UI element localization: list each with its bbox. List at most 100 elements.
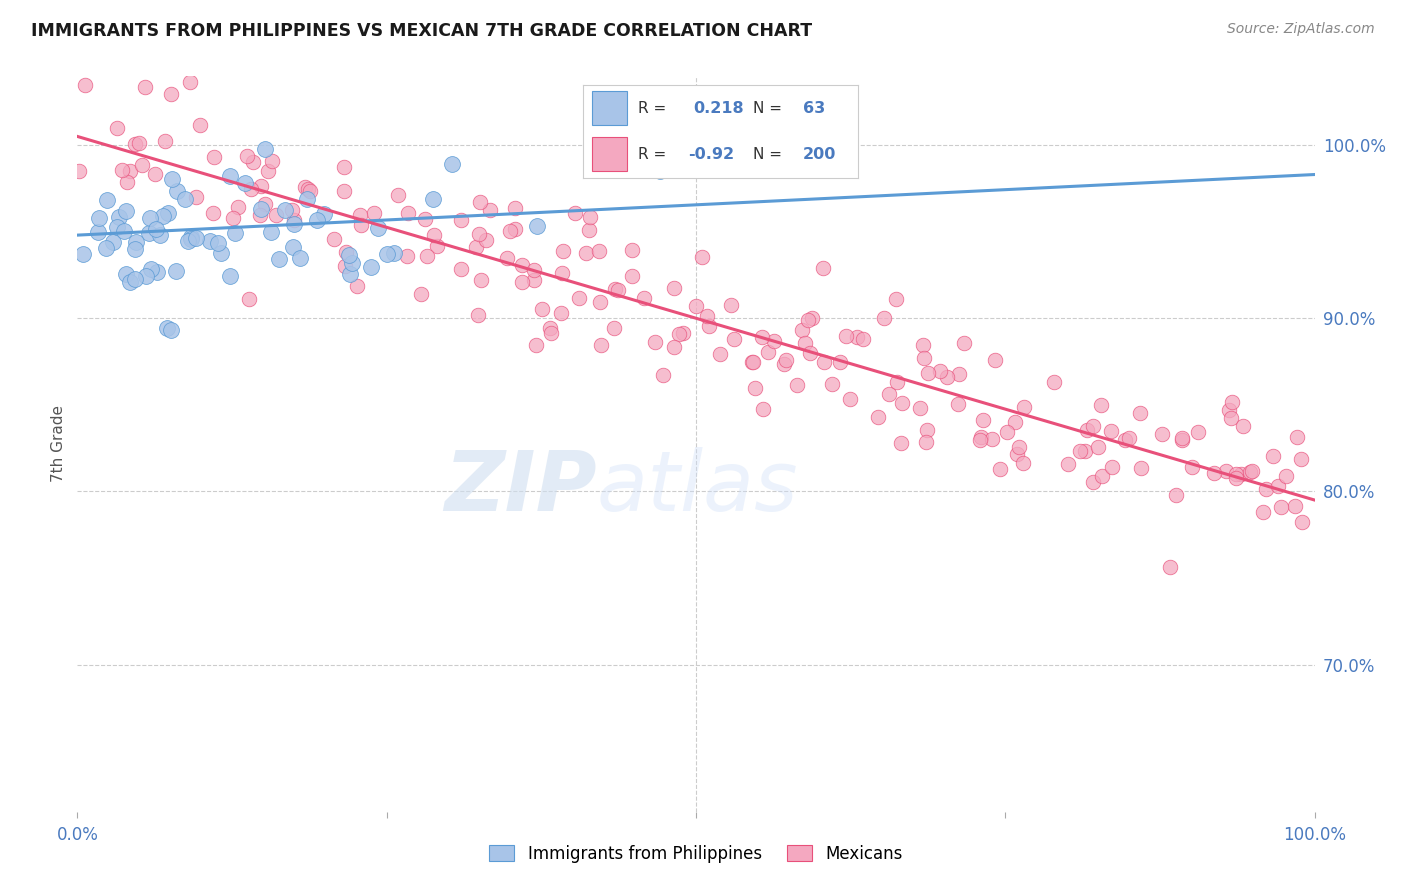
Text: atlas: atlas <box>598 448 799 528</box>
Point <box>813 260 835 275</box>
Text: Source: ZipAtlas.com: Source: ZipAtlas.com <box>1227 22 1375 37</box>
Point <box>1291 516 1313 530</box>
Point <box>846 330 869 344</box>
Point <box>283 218 305 232</box>
Point <box>422 192 444 206</box>
Point <box>948 367 970 381</box>
Point <box>202 206 225 220</box>
Point <box>890 435 912 450</box>
Text: -0.92: -0.92 <box>688 146 734 161</box>
Point <box>799 346 821 360</box>
Point <box>219 268 242 283</box>
Point <box>111 163 134 178</box>
Point <box>479 203 502 218</box>
Point <box>131 158 153 172</box>
Point <box>575 245 598 260</box>
Point <box>238 292 260 306</box>
Point <box>821 377 844 392</box>
Point <box>1005 447 1028 461</box>
Point <box>1225 471 1247 485</box>
Point <box>877 387 900 401</box>
Point <box>297 182 319 196</box>
Point <box>101 235 124 250</box>
Point <box>946 397 969 411</box>
Point <box>124 137 146 152</box>
Point <box>207 236 229 251</box>
Point <box>440 156 463 170</box>
Point <box>105 120 128 135</box>
Point <box>564 205 586 219</box>
Point <box>797 313 820 327</box>
Point <box>790 323 813 337</box>
Point <box>165 264 187 278</box>
Point <box>538 321 561 335</box>
Point <box>146 265 169 279</box>
Bar <box>592 91 627 125</box>
Point <box>72 246 94 260</box>
Point <box>236 149 259 163</box>
Point <box>222 211 245 226</box>
Point <box>180 232 202 246</box>
Point <box>160 172 183 186</box>
Y-axis label: 7th Grade: 7th Grade <box>51 405 66 483</box>
Point <box>155 134 177 148</box>
Point <box>1150 427 1173 442</box>
Point <box>290 252 312 266</box>
Point <box>468 227 491 241</box>
Point <box>828 355 851 369</box>
Point <box>135 268 157 283</box>
Text: 63: 63 <box>803 101 825 116</box>
Point <box>709 347 731 361</box>
Point <box>118 164 141 178</box>
Point <box>928 364 950 378</box>
Point <box>1074 443 1097 458</box>
Point <box>752 402 775 417</box>
Point <box>1230 467 1253 482</box>
Point <box>1251 505 1274 519</box>
Point <box>969 433 991 447</box>
Point <box>156 321 179 335</box>
Point <box>138 211 160 226</box>
Point <box>249 208 271 222</box>
Point <box>1187 425 1209 439</box>
Point <box>1241 464 1264 478</box>
Point <box>696 309 718 323</box>
Point <box>524 338 547 352</box>
Point <box>510 258 533 272</box>
Point <box>314 207 336 221</box>
Point <box>873 310 896 325</box>
Point <box>1222 395 1244 409</box>
Point <box>1286 430 1309 444</box>
Point <box>751 329 773 343</box>
Point <box>1129 406 1152 420</box>
Point <box>1087 440 1109 454</box>
Text: N =: N = <box>754 146 783 161</box>
Point <box>218 169 240 184</box>
Point <box>917 366 939 380</box>
Point <box>450 261 472 276</box>
Point <box>260 225 283 239</box>
Point <box>772 357 794 371</box>
Point <box>995 425 1018 439</box>
Point <box>1118 431 1140 445</box>
Point <box>1081 475 1104 490</box>
Point <box>283 240 305 254</box>
Legend: Immigrants from Philippines, Mexicans: Immigrants from Philippines, Mexicans <box>482 838 910 870</box>
Point <box>671 326 693 340</box>
Point <box>1261 449 1284 463</box>
Point <box>720 298 742 312</box>
Point <box>1220 410 1243 425</box>
Point <box>283 213 305 227</box>
Point <box>526 219 548 233</box>
Point <box>866 409 889 424</box>
Point <box>387 188 409 202</box>
Point <box>228 201 250 215</box>
Point <box>531 301 554 316</box>
Point <box>1114 433 1136 447</box>
Point <box>115 175 138 189</box>
Text: 200: 200 <box>803 146 837 161</box>
Point <box>396 206 419 220</box>
Point <box>936 370 959 384</box>
Point <box>188 119 211 133</box>
Text: 0.218: 0.218 <box>693 101 744 116</box>
